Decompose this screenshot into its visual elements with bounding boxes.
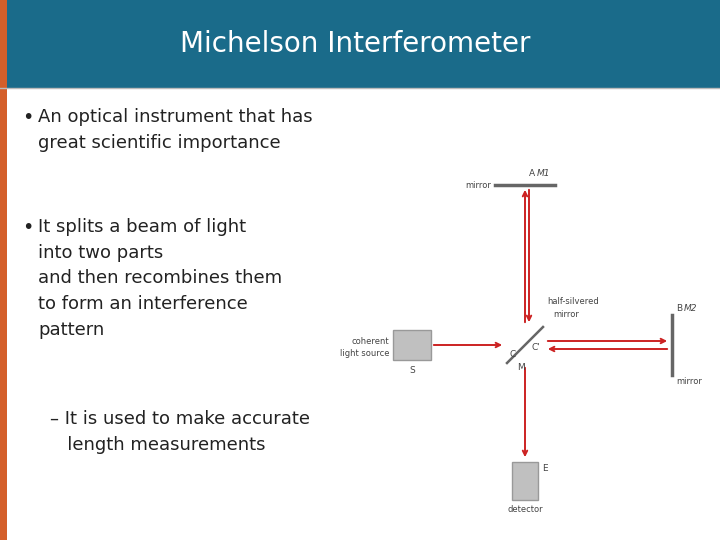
Text: coherent: coherent (351, 337, 389, 346)
Text: •: • (22, 108, 33, 127)
Bar (0, 0, 7, 540)
Text: M2: M2 (684, 304, 698, 313)
Text: mirror: mirror (465, 180, 491, 190)
Text: S: S (409, 366, 415, 375)
Bar (393, 330, 431, 360)
Text: C': C' (531, 343, 540, 352)
Text: light source: light source (340, 349, 389, 358)
Text: half-silvered: half-silvered (547, 297, 599, 306)
Text: mirror: mirror (553, 310, 579, 319)
Text: •: • (22, 218, 33, 237)
Text: – It is used to make accurate
   length measurements: – It is used to make accurate length mea… (50, 410, 310, 454)
Text: An optical instrument that has
great scientific importance: An optical instrument that has great sci… (38, 108, 312, 152)
Text: E: E (542, 464, 548, 473)
Text: B: B (676, 304, 682, 313)
Text: It splits a beam of light
into two parts
and then recombines them
to form an int: It splits a beam of light into two parts… (38, 218, 282, 339)
Text: C: C (510, 350, 516, 359)
Text: M: M (517, 363, 525, 372)
Bar (0, 0, 720, 88)
Bar (512, 462, 538, 500)
Text: mirror: mirror (676, 377, 702, 386)
Text: Michelson Interferometer: Michelson Interferometer (180, 30, 530, 58)
Text: detector: detector (507, 505, 543, 514)
Text: M1: M1 (537, 169, 551, 178)
Text: A: A (529, 169, 535, 178)
